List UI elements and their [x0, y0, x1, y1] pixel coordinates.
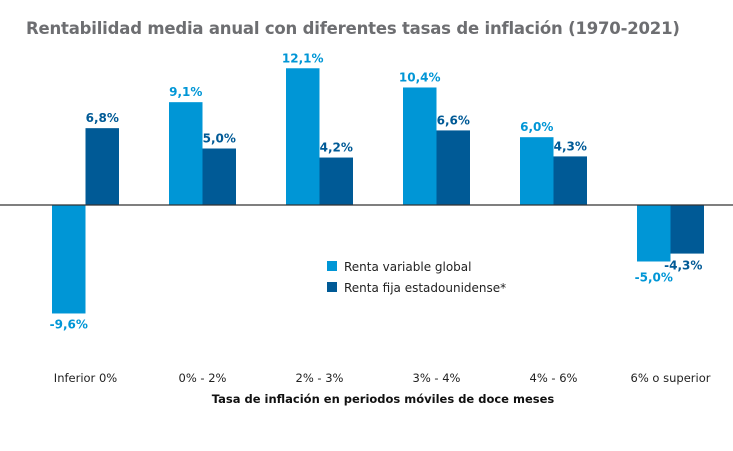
x-tick-label: 3% - 4%	[413, 371, 461, 385]
data-label: 6,6%	[437, 113, 470, 127]
data-label: -5,0%	[635, 271, 673, 285]
x-tick-label: 6% o superior	[631, 371, 711, 385]
data-label: -9,6%	[50, 317, 88, 331]
legend-swatch	[327, 282, 337, 292]
x-tick-label: 2% - 3%	[296, 371, 344, 385]
bar-equity	[520, 137, 554, 205]
data-label: 9,1%	[169, 85, 202, 99]
data-label: 10,4%	[399, 70, 441, 84]
data-label: 6,0%	[520, 120, 553, 134]
data-label: 5,0%	[203, 132, 236, 146]
data-label: 4,3%	[554, 139, 587, 153]
bar-bond	[202, 148, 236, 205]
bar-bond	[85, 128, 119, 205]
x-tick-label: 0% - 2%	[179, 371, 227, 385]
bar-equity	[286, 68, 320, 206]
legend-label: Renta variable global	[344, 260, 471, 274]
x-axis-title: Tasa de inflación en periodos móviles de…	[212, 392, 555, 406]
legend-label: Renta fija estadounidense*	[344, 281, 506, 295]
data-label: 6,8%	[86, 111, 119, 125]
data-label: -4,3%	[664, 259, 702, 273]
legend-swatch	[327, 261, 337, 271]
bar-equity	[52, 205, 86, 314]
bar-equity	[637, 205, 671, 262]
bar-bond	[670, 205, 704, 254]
chart-title: Rentabilidad media anual con diferentes …	[26, 19, 680, 38]
bar-bond	[436, 130, 470, 205]
data-label: 4,2%	[320, 141, 353, 155]
x-tick-label: 4% - 6%	[530, 371, 578, 385]
bar-equity	[403, 87, 437, 205]
x-tick-label: Inferior 0%	[54, 371, 117, 385]
data-label: 12,1%	[282, 51, 324, 65]
bar-bond	[553, 156, 587, 205]
bar-bond	[319, 157, 353, 205]
bar-equity	[169, 102, 203, 205]
